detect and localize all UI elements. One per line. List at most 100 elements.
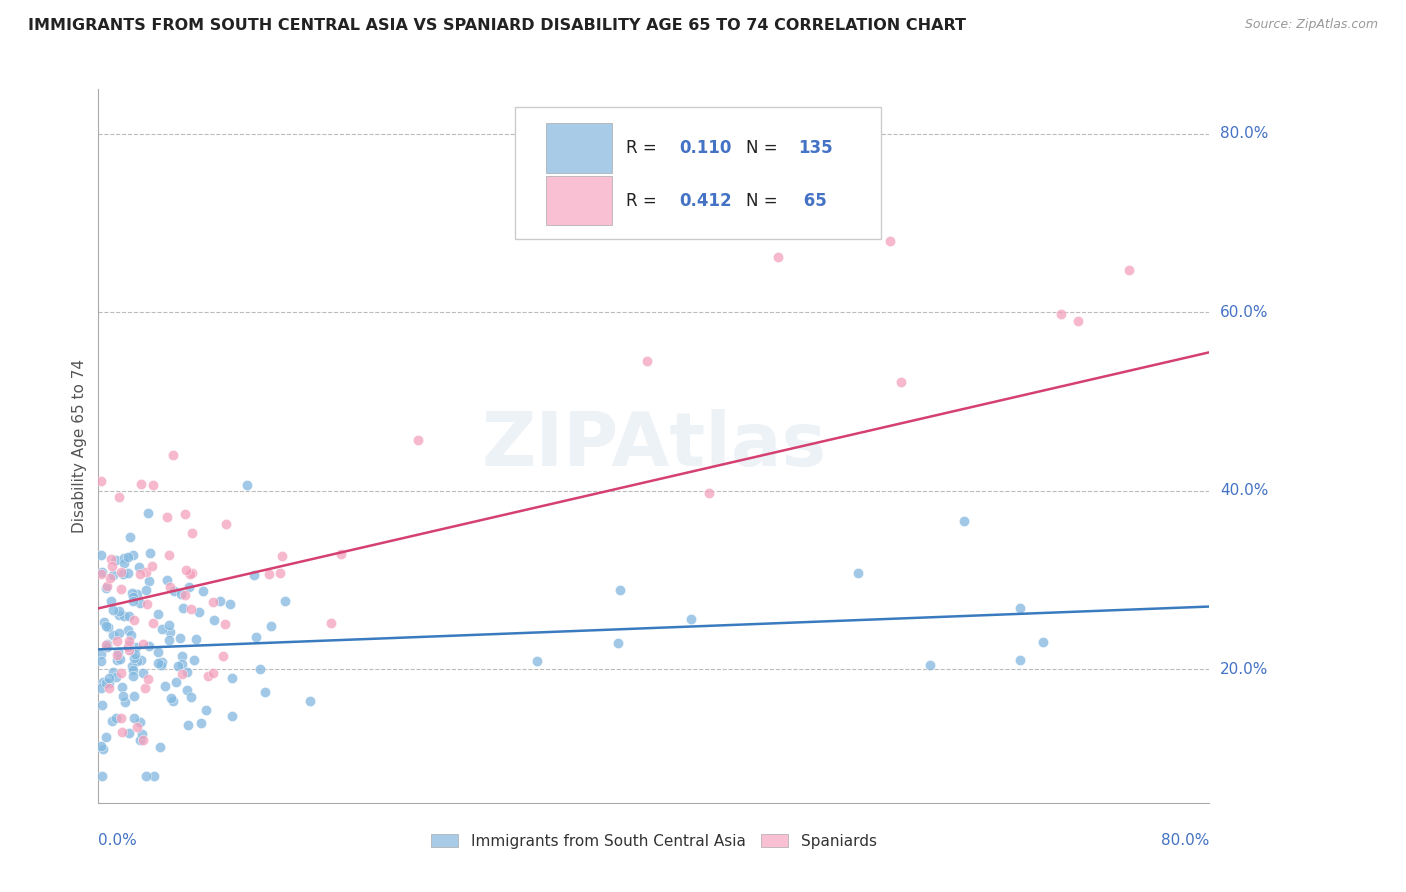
Point <box>110 582 132 597</box>
Point <box>128 715 150 730</box>
Text: ZIPAtlas: ZIPAtlas <box>481 409 827 483</box>
Point <box>121 590 143 604</box>
Point <box>96 579 118 593</box>
Point <box>195 703 218 717</box>
Point <box>221 672 243 686</box>
Text: R =: R = <box>626 192 662 210</box>
Point <box>101 559 124 574</box>
Point <box>135 583 157 598</box>
Point <box>91 698 114 712</box>
Point <box>96 675 118 690</box>
Point <box>108 490 131 504</box>
Point <box>90 681 112 695</box>
Point <box>170 587 193 601</box>
Point <box>91 742 114 756</box>
Point <box>138 639 160 653</box>
Point <box>128 596 150 610</box>
Point <box>236 478 259 492</box>
Point <box>165 675 187 690</box>
Text: N =: N = <box>747 192 783 210</box>
Point <box>176 665 198 680</box>
Text: 135: 135 <box>799 139 832 157</box>
Point <box>153 679 176 693</box>
Point <box>879 234 901 248</box>
Point <box>406 433 429 447</box>
Point <box>174 563 197 577</box>
Point <box>118 641 141 656</box>
Point <box>148 657 170 671</box>
Text: 40.0%: 40.0% <box>1220 483 1268 498</box>
Point <box>156 573 179 587</box>
Legend: Immigrants from South Central Asia, Spaniards: Immigrants from South Central Asia, Span… <box>432 834 876 848</box>
FancyBboxPatch shape <box>546 123 612 173</box>
Point <box>162 583 184 598</box>
Point <box>269 566 291 580</box>
Text: 60.0%: 60.0% <box>1220 305 1268 319</box>
Point <box>1008 601 1031 615</box>
Point <box>105 711 128 725</box>
Point <box>159 625 181 640</box>
Point <box>111 680 134 694</box>
Point <box>97 671 120 685</box>
Point <box>1118 263 1140 277</box>
Point <box>103 628 125 642</box>
Point <box>260 619 283 633</box>
Point <box>112 608 135 623</box>
Point <box>890 376 912 390</box>
FancyBboxPatch shape <box>515 107 882 239</box>
Point <box>142 478 165 492</box>
Point <box>90 647 112 661</box>
Point <box>110 725 132 739</box>
Point <box>122 594 145 608</box>
Point <box>96 640 118 654</box>
Point <box>122 651 145 665</box>
Point <box>157 618 180 632</box>
Point <box>138 574 160 589</box>
Point <box>920 657 942 672</box>
Point <box>202 613 225 627</box>
Point <box>614 198 637 212</box>
Point <box>128 560 150 574</box>
Point <box>172 648 194 663</box>
Point <box>125 654 148 668</box>
Point <box>1032 635 1054 649</box>
Point <box>273 594 295 608</box>
Text: 80.0%: 80.0% <box>1161 833 1209 848</box>
Point <box>105 670 128 684</box>
Point <box>135 597 157 611</box>
Point <box>177 717 200 731</box>
Point <box>118 638 141 652</box>
Point <box>101 665 124 679</box>
Point <box>157 548 180 562</box>
Point <box>159 690 181 705</box>
Point <box>105 633 128 648</box>
Point <box>101 603 124 617</box>
Point <box>90 739 112 753</box>
Point <box>125 640 148 655</box>
Point <box>128 566 150 581</box>
Point <box>172 601 194 615</box>
Point <box>179 566 201 581</box>
Point <box>121 585 143 599</box>
Point <box>181 525 204 540</box>
Point <box>159 580 181 594</box>
Point <box>125 720 148 734</box>
Point <box>180 601 202 615</box>
Point <box>249 662 271 676</box>
Point <box>129 477 152 491</box>
Point <box>319 615 342 630</box>
Point <box>299 694 322 708</box>
Point <box>132 733 155 747</box>
Point <box>121 669 143 683</box>
Point <box>176 682 198 697</box>
Point <box>211 649 233 664</box>
Point <box>120 530 142 544</box>
Point <box>117 640 139 654</box>
Point <box>110 666 132 681</box>
Point <box>90 566 112 581</box>
Point <box>180 690 202 704</box>
Point <box>105 648 128 662</box>
Point <box>108 607 131 622</box>
Point <box>108 651 131 665</box>
FancyBboxPatch shape <box>546 176 612 225</box>
